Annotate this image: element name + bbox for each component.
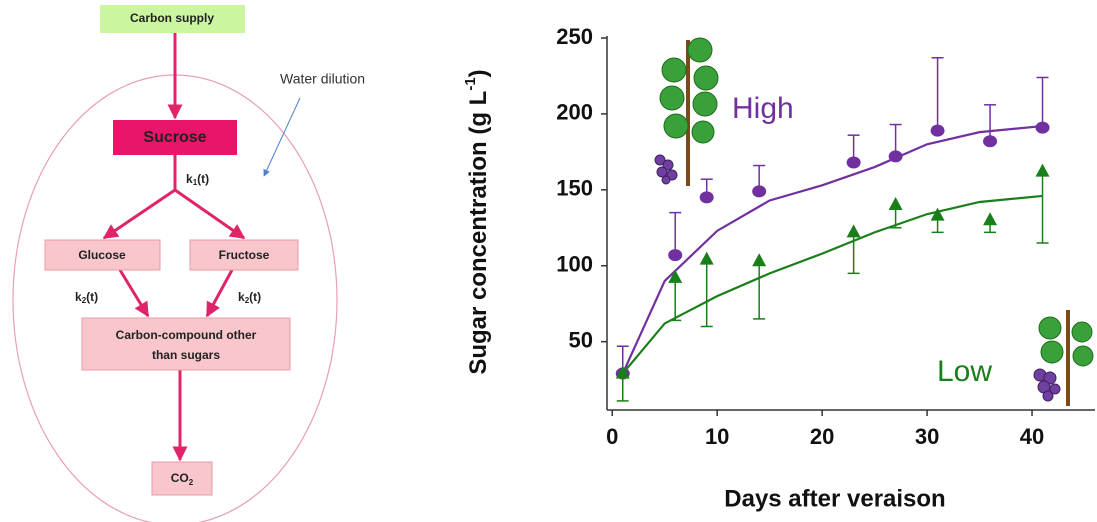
point <box>1035 163 1050 177</box>
point <box>668 269 683 283</box>
point <box>752 185 767 198</box>
node-label: CO2 <box>171 471 194 487</box>
y-axis-label-sup: -1 <box>462 77 479 90</box>
point <box>1035 121 1050 134</box>
chart: Days after veraison Sugar concentration … <box>462 24 1095 512</box>
node-box <box>113 120 237 155</box>
point <box>752 253 767 267</box>
dilution-arrow <box>263 97 301 177</box>
point <box>668 249 683 262</box>
x-tick-label: 20 <box>810 424 834 449</box>
node-label-sub: 2 <box>189 478 194 487</box>
node-box <box>100 5 245 33</box>
y-tick-label: 100 <box>556 252 593 277</box>
rate-k: k <box>186 172 193 186</box>
point <box>983 135 998 148</box>
point <box>930 124 945 137</box>
point <box>888 150 903 163</box>
y-tick-label: 50 <box>569 327 593 352</box>
rate-label: k2(t) <box>75 290 98 305</box>
vine-icon <box>1033 310 1094 406</box>
rate-label: k1(t) <box>186 172 209 187</box>
point <box>699 251 714 265</box>
rate-k: k <box>238 290 245 304</box>
annotation: Water dilution <box>280 71 365 87</box>
series-label: High <box>732 92 794 125</box>
x-axis-label: Days after veraison <box>724 485 945 512</box>
rate-label: k2(t) <box>238 290 261 305</box>
node-box <box>189 239 299 271</box>
y-axis-label-text: Sugar concentration (g L <box>465 91 492 375</box>
node-box <box>151 461 213 496</box>
node-label: Fructose <box>219 248 270 262</box>
node-label: than sugars <box>152 348 220 362</box>
point <box>983 212 998 226</box>
y-axis-label-suffix: ) <box>465 69 492 77</box>
x-tick-label: 0 <box>606 424 618 449</box>
node-label: Sucrose <box>143 129 206 146</box>
rate-suffix: (t) <box>249 290 261 304</box>
point <box>846 156 861 169</box>
node-label: Carbon supply <box>130 11 214 25</box>
x-tick-label: 10 <box>705 424 729 449</box>
point <box>846 224 861 238</box>
y-tick-label: 150 <box>556 176 593 201</box>
node-label: Glucose <box>78 248 126 262</box>
rate-sub: 1 <box>193 178 198 187</box>
rate-suffix: (t) <box>86 290 98 304</box>
y-axis-label: Sugar concentration (g L-1) <box>462 69 492 374</box>
rate-k: k <box>75 290 82 304</box>
rate-sub: 2 <box>82 296 87 305</box>
y-tick-label: 250 <box>556 24 593 49</box>
point <box>615 365 630 379</box>
arrows <box>102 33 246 462</box>
rate-suffix: (t) <box>197 172 209 186</box>
diagram: Carbon supply Sucrose Glucose Fructose C… <box>12 5 365 522</box>
fit-curve <box>621 124 1043 375</box>
series-label: Low <box>937 355 992 388</box>
node-label-main: CO <box>171 471 189 485</box>
node-label: Carbon-compound other <box>116 328 257 342</box>
x-tick-label: 40 <box>1020 424 1044 449</box>
node-box <box>81 317 291 371</box>
x-tick-label: 30 <box>915 424 939 449</box>
vine-icon <box>654 37 719 186</box>
y-tick-label: 200 <box>556 100 593 125</box>
fit-curve <box>621 194 1043 375</box>
point <box>699 191 714 204</box>
point <box>930 207 945 221</box>
point <box>888 197 903 211</box>
rate-sub: 2 <box>245 296 250 305</box>
node-box <box>44 239 161 271</box>
